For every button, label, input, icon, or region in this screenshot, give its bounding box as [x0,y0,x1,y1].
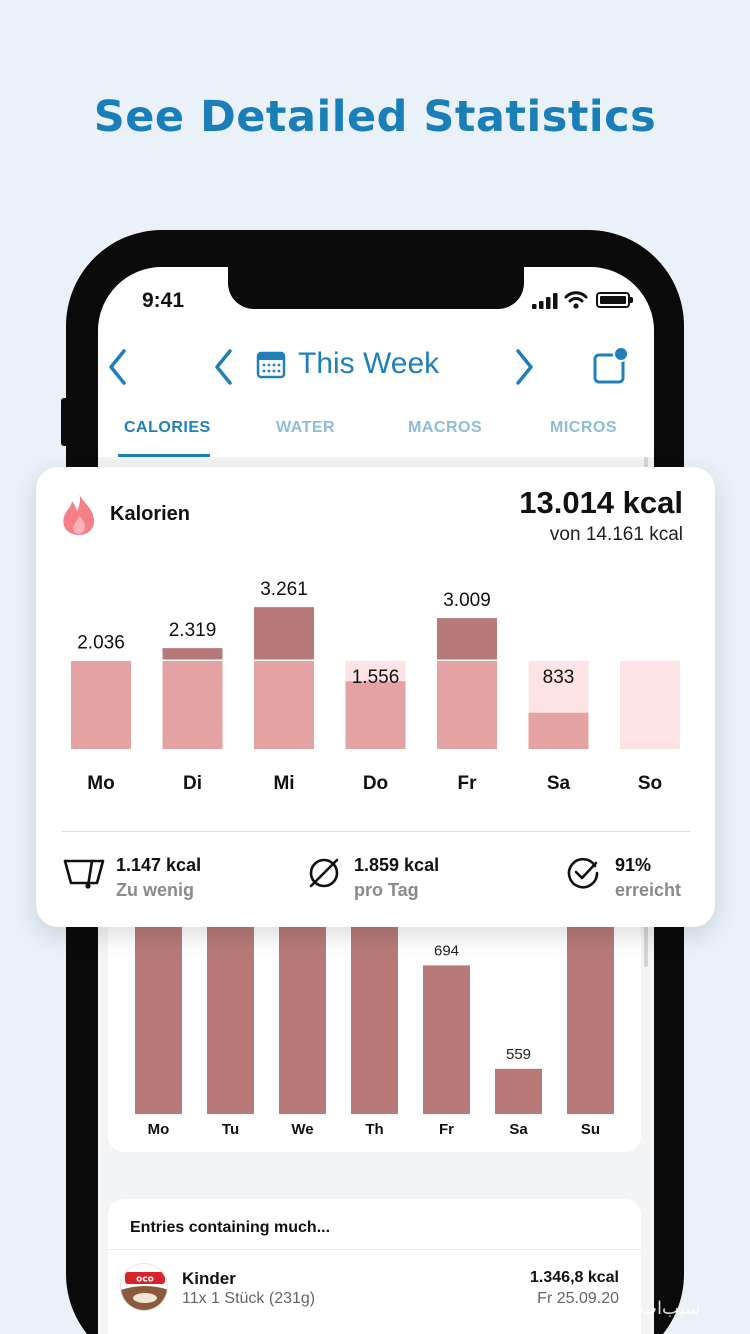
bar-over-goal [254,607,314,660]
weekly-day-label: Th [365,1121,383,1138]
bar-value-label: 2.036 [77,632,125,653]
entry-kcal: 1.346,8 kcal [530,1269,619,1286]
active-tab-indicator [118,454,210,457]
previous-week-icon[interactable] [212,347,236,387]
bar-value-label: 3.261 [260,579,308,600]
weekly-bar-card: 831Mo765Tu810We1019Th694Fr559Sa873Su [108,693,641,1152]
battery-icon [596,292,633,308]
stat-deficit-label: Zu wenig [116,880,194,900]
weekly-bar [279,876,326,1114]
weekly-bar-value: 559 [506,1046,531,1063]
stat-deficit-value: 1.147 kcal [116,855,202,875]
bar-goal-fill [162,660,223,749]
stats-tabs: CALORIES WATER MACROS MICROS [98,417,654,457]
check-circle-icon [567,857,599,889]
page-headline: See Detailed Statistics [93,92,657,142]
day-label: Sa [547,773,571,794]
signal-icon [532,293,558,309]
day-label: Fr [458,773,478,794]
bar-goal-fill [528,712,589,749]
tab-calories[interactable]: CALORIES [124,419,211,436]
entry-portion: 11x 1 Stück (231g) [182,1290,316,1307]
food-package-icon: oco [121,1264,167,1310]
weekly-day-label: Tu [222,1121,239,1138]
bar-value-label: 3.009 [443,590,491,611]
svg-text:oco: oco [136,1275,154,1285]
stat-average-label: pro Tag [354,880,419,900]
wifi-icon [564,291,588,309]
calorie-goal: von 14.161 kcal [549,524,683,545]
gauge-icon [63,859,105,889]
status-time: 9:41 [142,289,185,312]
weekly-bar [567,828,614,1114]
weekly-bar [135,860,182,1114]
bar-goal-fill [437,660,497,749]
app-header: 9:41 This Week [98,267,654,457]
daily-calories-chart: 2.036 Mo 2.319 Di 3.261 Mi 1.556 Do 3.009 Fr 833 Sa… [71,579,680,794]
stat-achieved-label: erreicht [615,880,682,900]
flame-icon [63,493,95,535]
card-title: Kalorien [110,503,191,525]
weekly-bar-value: 694 [434,942,459,959]
stat-average-value: 1.859 kcal [354,855,440,875]
weekly-day-label: Mo [148,1121,170,1138]
weekly-bar-chart: 831Mo765Tu810We1019Th694Fr559Sa873Su [135,693,614,1138]
date-range-title[interactable]: This Week [298,347,440,380]
divider [62,831,690,832]
entry-name: Kinder [182,1269,236,1288]
average-icon [309,858,339,888]
bar-value-label: 833 [543,667,575,688]
bar-over-goal [437,618,497,660]
entry-date: Fr 25.09.20 [537,1290,619,1307]
bar-value-label: 2.319 [169,620,217,641]
top-entries-card: Entries containing much... oco Kinder 11… [108,1199,641,1334]
weekly-bar [495,1068,542,1114]
weekly-day-label: Sa [509,1121,528,1138]
day-label: Di [183,773,202,794]
total-calories: 13.014 kcal [519,485,683,520]
stat-achieved-value: 91% [615,855,652,875]
weekly-day-label: We [291,1121,313,1138]
phone-side-button [61,398,68,446]
food-thumbnail: oco [120,1263,168,1311]
calendar-icon[interactable] [256,349,286,379]
day-label: So [638,773,662,794]
divider [108,1249,641,1250]
weekly-day-label: Fr [439,1121,454,1138]
weekly-bar [207,911,254,1114]
bar-over-goal [162,648,223,660]
tab-macros[interactable]: MACROS [408,419,483,436]
calories-summary-card: Kalorien 13.014 kcal von 14.161 kcal 2.0… [36,467,715,927]
day-label: Mo [87,773,114,794]
weekly-bar [351,716,398,1114]
day-label: Mi [273,773,294,794]
day-label: Do [363,773,388,794]
tab-water[interactable]: WATER [276,419,336,436]
watermark-text: سیب‌اپ [640,1298,701,1318]
bar-goal-fill [345,681,406,749]
weekly-day-label: Su [581,1121,600,1138]
tab-micros[interactable]: MICROS [550,419,617,436]
back-arrow-icon[interactable] [106,347,130,387]
bar-value-label: 1.556 [352,667,400,688]
bar-goal-fill [71,660,131,749]
bar-remaining [620,660,680,749]
bar-goal-fill [254,660,314,749]
weekly-bar [423,965,470,1114]
export-icon[interactable] [592,345,628,385]
top-entries-title: Entries containing much... [130,1219,331,1236]
next-week-icon[interactable] [512,347,536,387]
phone-notch [228,267,524,309]
